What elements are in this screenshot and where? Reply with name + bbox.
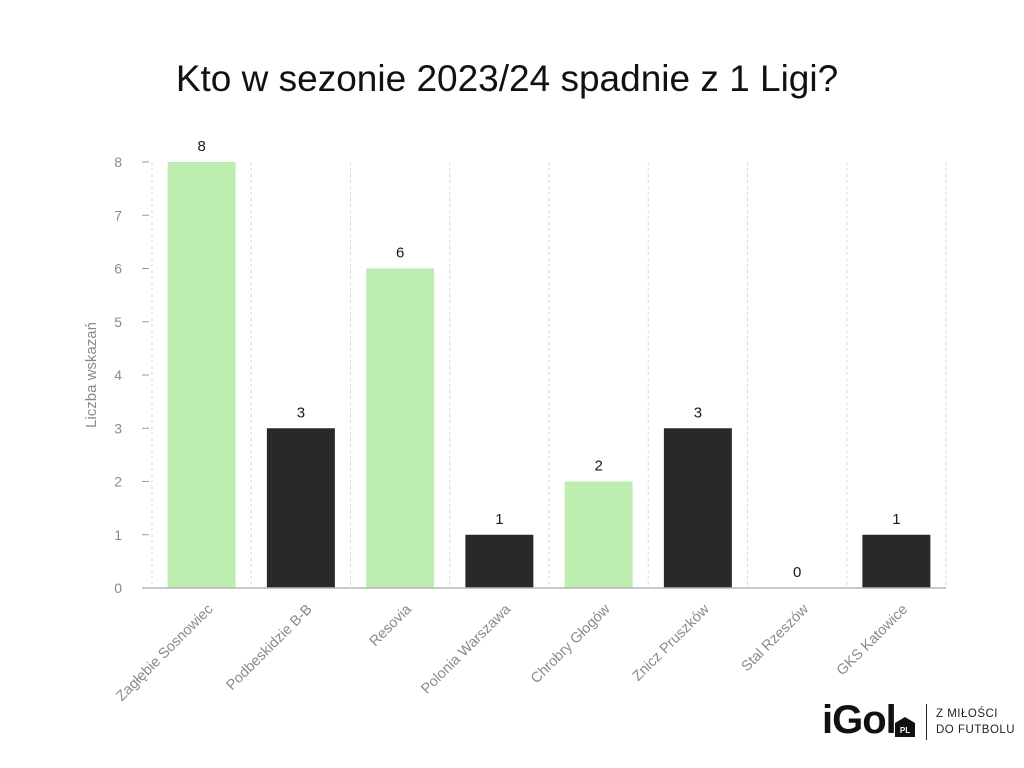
bar — [366, 268, 435, 588]
chart-title: Kto w sezonie 2023/24 spadnie z 1 Ligi? — [175, 58, 839, 99]
y-tick-label: 0 — [114, 580, 122, 596]
y-tick-label: 8 — [114, 154, 122, 170]
bar-value-label: 0 — [793, 564, 801, 581]
bar — [564, 481, 633, 588]
bar — [266, 428, 335, 588]
bar-value-label: 1 — [892, 511, 900, 528]
bar-value-label: 2 — [594, 458, 602, 475]
y-tick-label: 6 — [114, 261, 122, 277]
x-tick-label: Stal Rzeszów — [739, 601, 813, 675]
x-tick-label: Znicz Pruszków — [630, 601, 713, 684]
bar-value-label: 6 — [396, 245, 404, 262]
logo-divider — [926, 704, 927, 740]
bar-value-label: 3 — [297, 404, 305, 421]
y-tick-label: 7 — [114, 207, 122, 223]
x-tick-label: Polonia Warszawa — [418, 601, 515, 698]
x-tick-label: Resovia — [367, 601, 416, 650]
logo-text: iGol — [822, 698, 897, 742]
bar-value-label: 3 — [694, 404, 702, 421]
bar — [167, 162, 236, 588]
x-tick-label: Chrobry Głogów — [528, 601, 614, 687]
bar-value-label: 8 — [197, 138, 205, 155]
y-axis-label: Liczba wskazań — [83, 322, 100, 428]
y-tick-label: 5 — [114, 314, 122, 330]
bar — [862, 534, 931, 588]
bar-value-label: 1 — [495, 511, 503, 528]
logo-badge-text: PL — [900, 726, 910, 735]
logo-tagline-1: Z MIŁOŚCI — [936, 708, 999, 720]
logo-tagline-2: DO FUTBOLU — [936, 724, 1016, 736]
bar — [465, 534, 534, 588]
x-tick-label: Zagłębie Sosnowiec — [113, 602, 216, 705]
x-tick-label: Podbeskidzie B-B — [223, 602, 315, 694]
bar — [663, 428, 732, 588]
y-tick-label: 1 — [114, 527, 122, 543]
logo-badge-icon: PL — [895, 717, 915, 737]
y-tick-label: 4 — [114, 367, 122, 383]
y-tick-label: 3 — [114, 420, 122, 436]
y-tick-label: 2 — [114, 474, 122, 490]
x-tick-label: GKS Katowice — [834, 602, 911, 679]
